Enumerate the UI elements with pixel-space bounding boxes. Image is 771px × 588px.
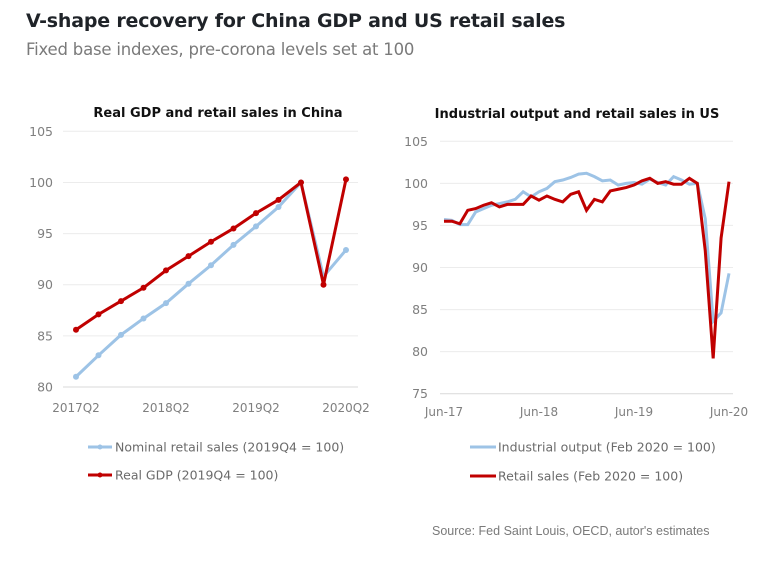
us-series xyxy=(443,171,731,359)
us-chart-title: Industrial output and retail sales in US xyxy=(435,107,720,122)
china-y-axis: 80 85 90 95 100 105 xyxy=(29,124,53,395)
x-tick-label: Jun-18 xyxy=(519,405,558,419)
data-point xyxy=(253,210,259,217)
data-point xyxy=(140,315,147,322)
us-legend: Industrial output (Feb 2020 = 100) Retai… xyxy=(470,440,716,484)
data-point xyxy=(275,196,282,203)
data-point xyxy=(163,267,169,274)
legend-label: Real GDP (2019Q4 = 100) xyxy=(115,468,278,483)
x-tick-label: 2019Q2 xyxy=(232,401,280,415)
series-line xyxy=(444,176,731,359)
china-chart: Real GDP and retail sales in China 80 85 9… xyxy=(29,106,370,483)
series-blue xyxy=(443,171,731,325)
legend-marker-blue xyxy=(97,444,103,450)
series-line xyxy=(75,179,348,331)
series-red xyxy=(444,176,731,359)
china-chart-title: Real GDP and retail sales in China xyxy=(93,106,342,121)
y-tick-label: 100 xyxy=(404,176,428,191)
legend-item-retail-sales: Retail sales (Feb 2020 = 100) xyxy=(470,469,683,484)
china-gridlines xyxy=(63,130,358,388)
x-tick-label: 2020Q2 xyxy=(322,401,370,415)
china-x-axis: 2017Q2 2018Q2 2019Q2 2020Q2 xyxy=(52,401,370,415)
x-tick-label: 2017Q2 xyxy=(52,401,100,415)
data-point xyxy=(140,284,147,291)
data-point xyxy=(73,326,79,333)
data-point xyxy=(320,281,327,288)
series-red xyxy=(73,176,349,333)
y-tick-label: 75 xyxy=(412,386,428,401)
legend-item-industrial-output: Industrial output (Feb 2020 = 100) xyxy=(470,440,716,455)
x-tick-label: Jun-20 xyxy=(709,405,748,419)
y-tick-label: 90 xyxy=(412,260,428,275)
data-point xyxy=(118,331,124,338)
page-subtitle: Fixed base indexes, pre-corona levels se… xyxy=(26,40,415,59)
legend-label: Retail sales (Feb 2020 = 100) xyxy=(498,469,683,484)
data-point xyxy=(230,225,237,232)
y-tick-label: 105 xyxy=(404,134,428,149)
data-point xyxy=(163,300,169,307)
y-tick-label: 100 xyxy=(29,175,53,190)
data-point xyxy=(230,241,237,248)
x-tick-label: 2018Q2 xyxy=(142,401,190,415)
us-chart: Industrial output and retail sales in US… xyxy=(404,107,748,484)
legend-label: Nominal retail sales (2019Q4 = 100) xyxy=(115,440,344,455)
data-point xyxy=(185,280,192,287)
data-point xyxy=(343,176,349,183)
data-point xyxy=(185,253,192,260)
y-tick-label: 80 xyxy=(412,344,428,359)
data-point xyxy=(95,311,102,318)
data-point xyxy=(275,203,282,210)
y-tick-label: 85 xyxy=(412,302,428,317)
china-series xyxy=(73,176,349,380)
data-point xyxy=(95,352,102,359)
china-legend: Nominal retail sales (2019Q4 = 100) Real… xyxy=(88,440,344,483)
data-point xyxy=(73,373,79,380)
data-point xyxy=(118,298,124,305)
data-point xyxy=(343,246,349,253)
x-tick-label: Jun-19 xyxy=(614,405,653,419)
legend-item-nominal-retail-sales: Nominal retail sales (2019Q4 = 100) xyxy=(88,440,344,455)
data-point xyxy=(253,223,259,230)
us-x-axis: Jun-17 Jun-18 Jun-19 Jun-20 xyxy=(424,405,748,419)
y-tick-label: 95 xyxy=(412,218,428,233)
legend-item-real-gdp: Real GDP (2019Q4 = 100) xyxy=(88,468,278,483)
y-tick-label: 90 xyxy=(37,277,53,292)
x-tick-label: Jun-17 xyxy=(424,405,463,419)
page-title: V-shape recovery for China GDP and US re… xyxy=(26,10,566,32)
data-point xyxy=(298,179,304,186)
y-tick-label: 80 xyxy=(37,380,53,395)
series-line xyxy=(443,171,731,325)
legend-label: Industrial output (Feb 2020 = 100) xyxy=(498,440,716,455)
data-point xyxy=(208,262,214,269)
source-note: Source: Fed Saint Louis, OECD, autor's e… xyxy=(432,524,710,538)
us-y-axis: 75 80 85 90 95 100 105 xyxy=(404,134,428,401)
series-line xyxy=(74,179,348,378)
legend-marker-red xyxy=(97,472,103,478)
y-tick-label: 105 xyxy=(29,124,53,139)
y-tick-label: 85 xyxy=(37,328,53,343)
data-point xyxy=(208,238,214,245)
us-gridlines xyxy=(440,140,733,395)
y-tick-label: 95 xyxy=(37,226,53,241)
